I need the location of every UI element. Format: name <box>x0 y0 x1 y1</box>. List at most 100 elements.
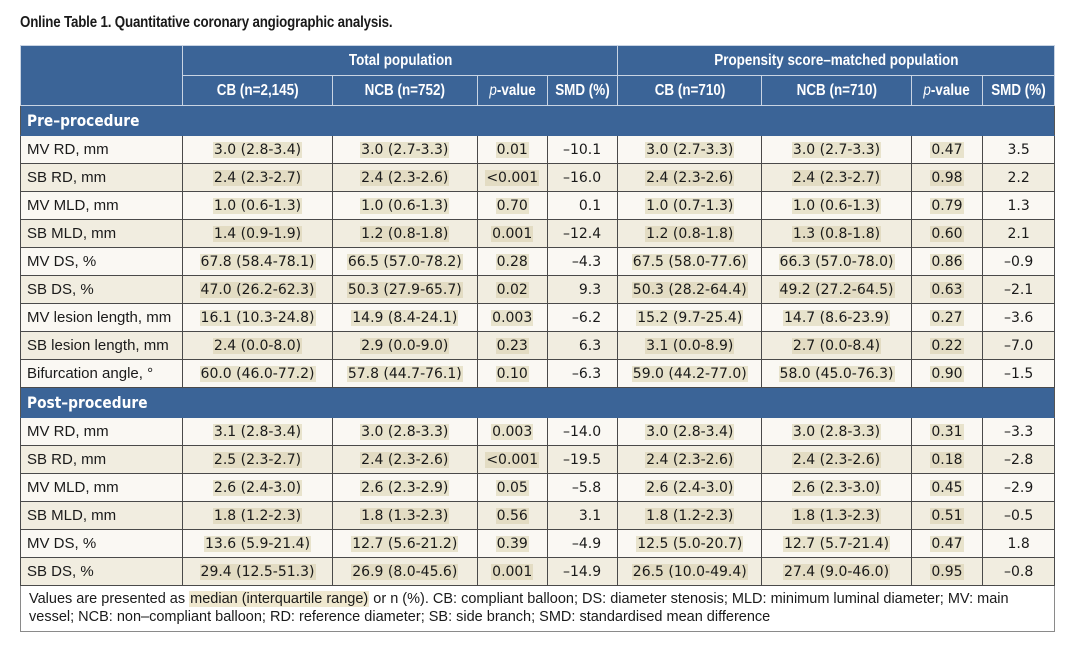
cb-total: 13.6 (5.9-21.4) <box>182 529 333 558</box>
pvalue-total: 0.05 <box>476 473 548 502</box>
ncb-psm: 3.0 (2.7-3.3) <box>761 135 912 164</box>
smd-total: –14.9 <box>546 557 619 586</box>
smd-psm: –0.8 <box>982 557 1055 586</box>
col-smd-psm: SMD (%) <box>982 75 1055 106</box>
footnote: Values are presented as median (interqua… <box>20 585 1055 632</box>
smd-total: –5.8 <box>546 473 619 502</box>
cb-total: 2.4 (0.0-8.0) <box>182 331 333 360</box>
ncb-total: 50.3 (27.9-65.7) <box>331 275 478 304</box>
pvalue-psm: 0.18 <box>910 445 984 474</box>
table-row: MV DS, % 13.6 (5.9-21.4) 12.7 (5.6-21.2) 0.… <box>19 529 1055 558</box>
row-label: MV RD, mm <box>19 417 184 446</box>
cb-total: 47.0 (26.2-62.3) <box>182 275 333 304</box>
smd-total: –6.3 <box>546 359 619 388</box>
table-row: MV MLD, mm 1.0 (0.6-1.3) 1.0 (0.6-1.3) 0.70… <box>19 191 1055 220</box>
smd-total: –4.3 <box>546 247 619 276</box>
pvalue-psm: 0.47 <box>910 135 984 164</box>
ncb-psm: 2.4 (2.3-2.6) <box>761 445 912 474</box>
pvalue-psm: 0.90 <box>910 359 984 388</box>
ncb-psm: 58.0 (45.0-76.3) <box>761 359 912 388</box>
cb-psm: 3.0 (2.7-3.3) <box>617 135 763 164</box>
section-title: Post–procedure <box>20 387 1055 418</box>
cb-psm: 26.5 (10.0-49.4) <box>617 557 763 586</box>
row-label: SB MLD, mm <box>19 501 184 530</box>
cb-psm: 15.2 (9.7-25.4) <box>617 303 763 332</box>
col-cb-psm: CB (n=710) <box>617 75 763 106</box>
pvalue-total: 0.001 <box>476 219 548 248</box>
cb-psm: 1.2 (0.8-1.8) <box>617 219 763 248</box>
smd-psm: 1.8 <box>982 529 1055 558</box>
header-blank <box>19 45 184 106</box>
table-row: SB DS, % 29.4 (12.5-51.3) 26.9 (8.0-45.6) 0… <box>19 557 1055 586</box>
pvalue-total: 0.56 <box>476 501 548 530</box>
smd-total: 6.3 <box>546 331 619 360</box>
section-header: Pre–procedure <box>20 105 1055 136</box>
pvalue-total: 0.003 <box>476 417 548 446</box>
table-row: MV DS, % 67.8 (58.4-78.1) 66.5 (57.0-78.2)… <box>19 247 1055 276</box>
section-title: Pre–procedure <box>20 105 1055 136</box>
pvalue-psm: 0.98 <box>910 163 984 192</box>
ncb-total: 26.9 (8.0-45.6) <box>331 557 478 586</box>
header-psm-population: Propensity score–matched population <box>617 45 1055 76</box>
ncb-psm: 12.7 (5.7-21.4) <box>761 529 912 558</box>
table-row: MV MLD, mm 2.6 (2.4-3.0) 2.6 (2.3-2.9) 0.05… <box>19 473 1055 502</box>
smd-psm: 3.5 <box>982 135 1055 164</box>
cb-psm: 3.0 (2.8-3.4) <box>617 417 763 446</box>
cb-total: 2.4 (2.3-2.7) <box>182 163 333 192</box>
cb-total: 2.6 (2.4-3.0) <box>182 473 333 502</box>
row-label: MV DS, % <box>19 247 184 276</box>
pvalue-total: 0.23 <box>476 331 548 360</box>
pvalue-total: 0.70 <box>476 191 548 220</box>
ncb-psm: 2.7 (0.0-8.4) <box>761 331 912 360</box>
table-row: SB lesion length, mm 2.4 (0.0-8.0) 2.9 (0.… <box>19 331 1055 360</box>
cb-total: 67.8 (58.4-78.1) <box>182 247 333 276</box>
smd-psm: –0.5 <box>982 501 1055 530</box>
table-row: SB RD, mm 2.4 (2.3-2.7) 2.4 (2.3-2.6) <0.00… <box>19 163 1055 192</box>
ncb-psm: 3.0 (2.8-3.3) <box>761 417 912 446</box>
ncb-total: 3.0 (2.7-3.3) <box>331 135 478 164</box>
table-row: SB DS, % 47.0 (26.2-62.3) 50.3 (27.9-65.7)… <box>19 275 1055 304</box>
ncb-psm: 1.0 (0.6-1.3) <box>761 191 912 220</box>
col-cb-total: CB (n=2,145) <box>182 75 333 106</box>
cb-psm: 50.3 (28.2-64.4) <box>617 275 763 304</box>
smd-psm: 2.1 <box>982 219 1055 248</box>
row-label: SB lesion length, mm <box>19 331 184 360</box>
cb-total: 60.0 (46.0-77.2) <box>182 359 333 388</box>
row-label: MV RD, mm <box>19 135 184 164</box>
col-pvalue-total: p-value <box>476 75 548 106</box>
row-label: SB MLD, mm <box>19 219 184 248</box>
row-label: SB DS, % <box>19 275 184 304</box>
pvalue-psm: 0.27 <box>910 303 984 332</box>
pvalue-total: 0.28 <box>476 247 548 276</box>
smd-psm: –7.0 <box>982 331 1055 360</box>
cb-total: 2.5 (2.3-2.7) <box>182 445 333 474</box>
pvalue-psm: 0.86 <box>910 247 984 276</box>
ncb-total: 1.0 (0.6-1.3) <box>331 191 478 220</box>
cb-total: 3.0 (2.8-3.4) <box>182 135 333 164</box>
ncb-total: 12.7 (5.6-21.2) <box>331 529 478 558</box>
pvalue-psm: 0.60 <box>910 219 984 248</box>
smd-total: –10.1 <box>546 135 619 164</box>
pvalue-total: <0.001 <box>476 445 548 474</box>
table-row: MV lesion length, mm 16.1 (10.3-24.8) 14.9… <box>19 303 1055 332</box>
smd-psm: –2.8 <box>982 445 1055 474</box>
smd-total: 3.1 <box>546 501 619 530</box>
pvalue-total: 0.39 <box>476 529 548 558</box>
ncb-total: 2.9 (0.0-9.0) <box>331 331 478 360</box>
cb-psm: 2.4 (2.3-2.6) <box>617 445 763 474</box>
ncb-psm: 1.3 (0.8-1.8) <box>761 219 912 248</box>
ncb-total: 3.0 (2.8-3.3) <box>331 417 478 446</box>
cb-total: 1.8 (1.2-2.3) <box>182 501 333 530</box>
smd-psm: –2.1 <box>982 275 1055 304</box>
cb-psm: 67.5 (58.0-77.6) <box>617 247 763 276</box>
cb-total: 3.1 (2.8-3.4) <box>182 417 333 446</box>
ncb-total: 2.4 (2.3-2.6) <box>331 445 478 474</box>
ncb-total: 14.9 (8.4-24.1) <box>331 303 478 332</box>
cb-total: 1.0 (0.6-1.3) <box>182 191 333 220</box>
smd-psm: –0.9 <box>982 247 1055 276</box>
pvalue-total: 0.003 <box>476 303 548 332</box>
ncb-psm: 27.4 (9.0-46.0) <box>761 557 912 586</box>
table-row: MV RD, mm 3.1 (2.8-3.4) 3.0 (2.8-3.3) 0.003… <box>19 417 1055 446</box>
smd-total: –19.5 <box>546 445 619 474</box>
table-row: SB RD, mm 2.5 (2.3-2.7) 2.4 (2.3-2.6) <0.00… <box>19 445 1055 474</box>
